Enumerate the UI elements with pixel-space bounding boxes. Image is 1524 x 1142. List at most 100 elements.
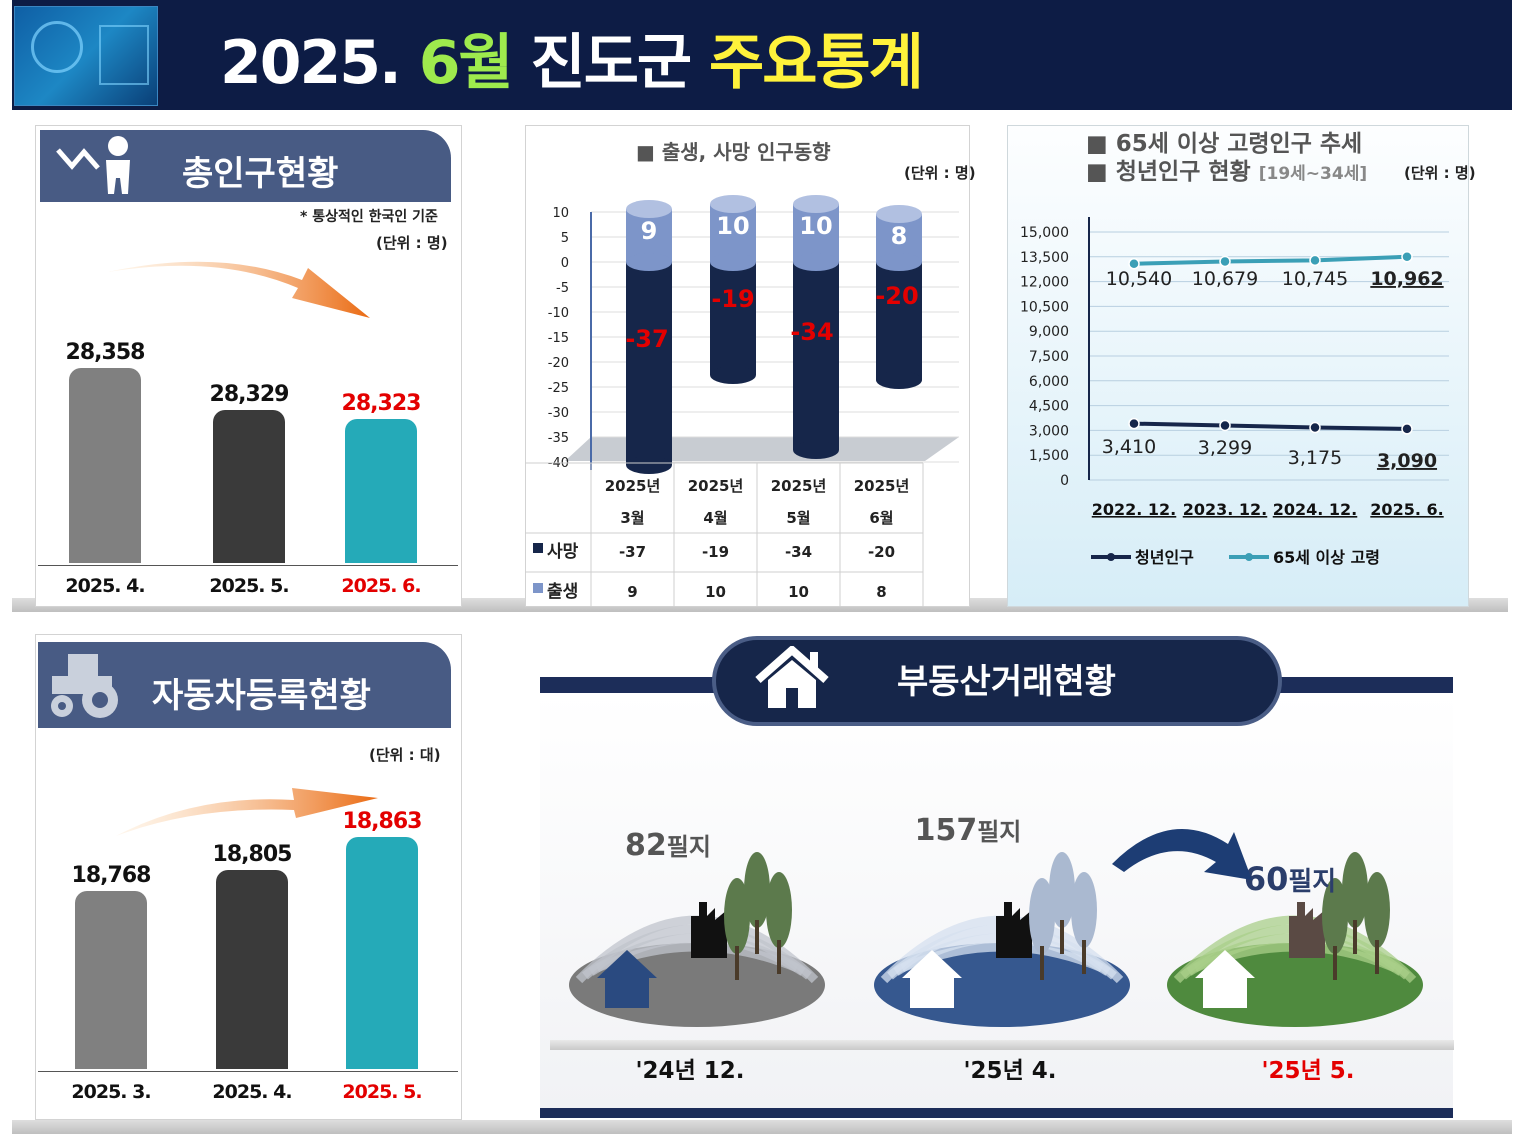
- death-column-base: [793, 441, 839, 459]
- x-tick-label: 2023. 12.: [1183, 500, 1268, 519]
- x-tick-label: 2025. 6.: [1370, 500, 1443, 519]
- title-year: 2025.: [220, 28, 402, 98]
- elderly-line: [1133, 254, 1408, 266]
- real-estate-number: 82: [625, 828, 667, 863]
- table-death-value: -19: [702, 543, 729, 561]
- population-value-label: 28,323: [341, 390, 422, 416]
- house-icon: [755, 646, 829, 708]
- youth-value-label: 3,175: [1288, 447, 1342, 469]
- birth-column-top: [626, 200, 672, 218]
- youth-point: [1219, 419, 1231, 432]
- death-column: [793, 262, 839, 450]
- population-x-label: 2025. 5.: [209, 575, 289, 597]
- elderly-point: [1309, 254, 1321, 267]
- real-estate-value: 157필지: [915, 813, 1022, 848]
- y-tick-label: 0: [561, 256, 569, 271]
- vehicles-value-label: 18,863: [342, 808, 423, 834]
- tree-trunk: [777, 940, 781, 974]
- elderly-point: [1128, 257, 1140, 270]
- header-bar: [12, 0, 1512, 110]
- table-birth-value: 10: [705, 583, 726, 601]
- population-unit: (단위 : 명): [376, 234, 448, 252]
- y-tick-label: 13,500: [1020, 250, 1069, 266]
- population-baseline: [38, 565, 458, 566]
- population-bar: [345, 418, 417, 563]
- birth-column: [710, 204, 756, 262]
- decrease-trend-arrow-icon: [108, 261, 370, 318]
- table-month-year: 2025년: [854, 477, 910, 495]
- y-tick-label: 3,000: [1029, 423, 1069, 439]
- youth-value-label: 3,299: [1198, 437, 1252, 459]
- birth-column: [793, 204, 839, 262]
- real-estate-unit: 필지: [667, 833, 711, 861]
- birth-value-label: 10: [799, 212, 832, 240]
- youth-line: [1133, 421, 1408, 431]
- birth-column-top: [876, 205, 922, 223]
- youth-title: ■ 청년인구 현황 [19세~34세]: [1086, 152, 1367, 186]
- tree-icon: [1071, 872, 1097, 948]
- y-tick-label: 6,000: [1029, 374, 1069, 390]
- tree-trunk: [1040, 946, 1044, 980]
- y-tick-label: 7,500: [1029, 349, 1069, 365]
- youth-title-main: ■ 청년인구 현황: [1086, 159, 1251, 185]
- population-value-label: 28,329: [209, 381, 290, 407]
- presenter-icon: [56, 136, 130, 194]
- dashboard-thumbnail-icon: [14, 6, 158, 106]
- table-month-year: 2025년: [688, 477, 744, 495]
- factory-icon: [996, 902, 1032, 958]
- title-month: 6월: [418, 28, 514, 98]
- tree-icon: [766, 872, 792, 948]
- vehicles-unit: (단위 : 대): [369, 746, 441, 764]
- population-x-label: 2025. 4.: [65, 575, 145, 597]
- population-note: * 통상적인 한국인 기준: [300, 209, 438, 225]
- death-value-label: -34: [790, 318, 833, 346]
- birth-column-seam: [710, 253, 756, 271]
- death-column-base: [876, 371, 922, 389]
- death-value-label: -19: [711, 285, 754, 313]
- tree-trunk: [1082, 940, 1086, 974]
- youth-point: [1309, 421, 1321, 434]
- tree-icon: [724, 878, 750, 954]
- population-bar: [213, 409, 285, 563]
- x-tick-label: 2024. 12.: [1273, 500, 1358, 519]
- title-subject: 주요통계: [709, 28, 924, 98]
- legend-youth-marker: [1107, 553, 1115, 561]
- tree-trunk: [1353, 920, 1357, 954]
- x-tick-label: 2022. 12.: [1092, 500, 1177, 519]
- y-tick-label: 10,500: [1020, 299, 1069, 315]
- y-tick-label: -15: [548, 331, 569, 346]
- factory-icon: [691, 902, 727, 958]
- vehicles-baseline: [38, 1071, 458, 1072]
- real-estate-unit: 필지: [977, 818, 1021, 846]
- vehicles-x-label: 2025. 4.: [212, 1081, 292, 1103]
- tree-trunk: [755, 920, 759, 954]
- elderly-value-label: 10,962: [1370, 268, 1443, 290]
- tree-trunk: [1333, 946, 1337, 980]
- real-estate-period-label: '25년 5.: [1262, 1058, 1355, 1084]
- table-month-name: 6월: [869, 509, 893, 527]
- vehicles-value-label: 18,805: [212, 841, 293, 867]
- births-deaths-unit: (단위 : 명): [904, 164, 976, 182]
- death-column-base: [626, 456, 672, 474]
- elderly-youth-panel: [1007, 125, 1469, 607]
- tree-trunk: [1375, 940, 1379, 974]
- legend-birth-swatch: [533, 583, 543, 593]
- tree-icon: [1342, 852, 1368, 928]
- legend-elderly-marker: [1245, 553, 1253, 561]
- population-title: 총인구현황: [182, 154, 339, 194]
- elderly-point: [1219, 255, 1231, 268]
- vehicles-title: 자동차등록현황: [152, 676, 371, 716]
- table-month-year: 2025년: [605, 477, 661, 495]
- y-tick-label: -30: [548, 406, 569, 421]
- real-estate-shelf: [550, 1040, 1454, 1050]
- real-estate-period-label: '25년 4.: [964, 1058, 1057, 1084]
- real-estate-value: 82필지: [625, 828, 711, 863]
- vehicles-bar: [75, 890, 147, 1069]
- birth-value-label: 10: [716, 212, 749, 240]
- tree-icon: [1049, 852, 1075, 928]
- y-tick-label: 5: [561, 231, 569, 246]
- vehicles-bar: [346, 836, 418, 1069]
- youth-title-range: [19세~34세]: [1258, 164, 1368, 184]
- y-tick-label: -25: [548, 381, 569, 396]
- birth-column-top: [793, 195, 839, 213]
